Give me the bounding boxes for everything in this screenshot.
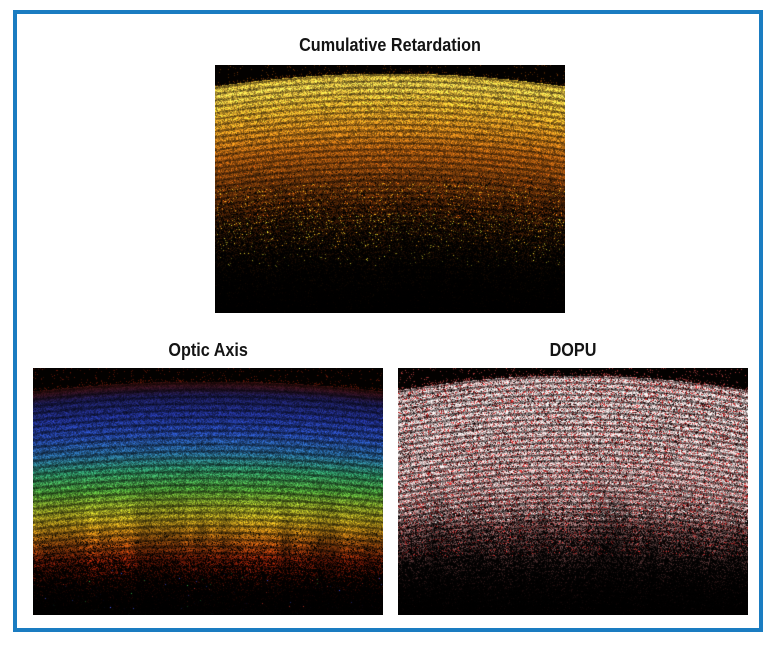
panel-title-dopu: DOPU — [398, 340, 748, 360]
cumulative-retardation-image — [215, 65, 565, 313]
optic-axis-image — [33, 368, 383, 615]
figure-border — [13, 10, 763, 632]
panel-title-optic-axis-text: Optic Axis — [168, 340, 248, 360]
panel-title-cumulative-retardation-text: Cumulative Retardation — [299, 35, 481, 55]
dopu-image — [398, 368, 748, 615]
panel-title-cumulative-retardation: Cumulative Retardation — [215, 35, 565, 55]
panel-title-optic-axis: Optic Axis — [33, 340, 383, 360]
panel-title-dopu-text: DOPU — [549, 340, 597, 360]
